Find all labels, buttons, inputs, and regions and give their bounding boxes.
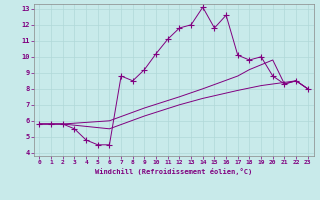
X-axis label: Windchill (Refroidissement éolien,°C): Windchill (Refroidissement éolien,°C) <box>95 168 252 175</box>
